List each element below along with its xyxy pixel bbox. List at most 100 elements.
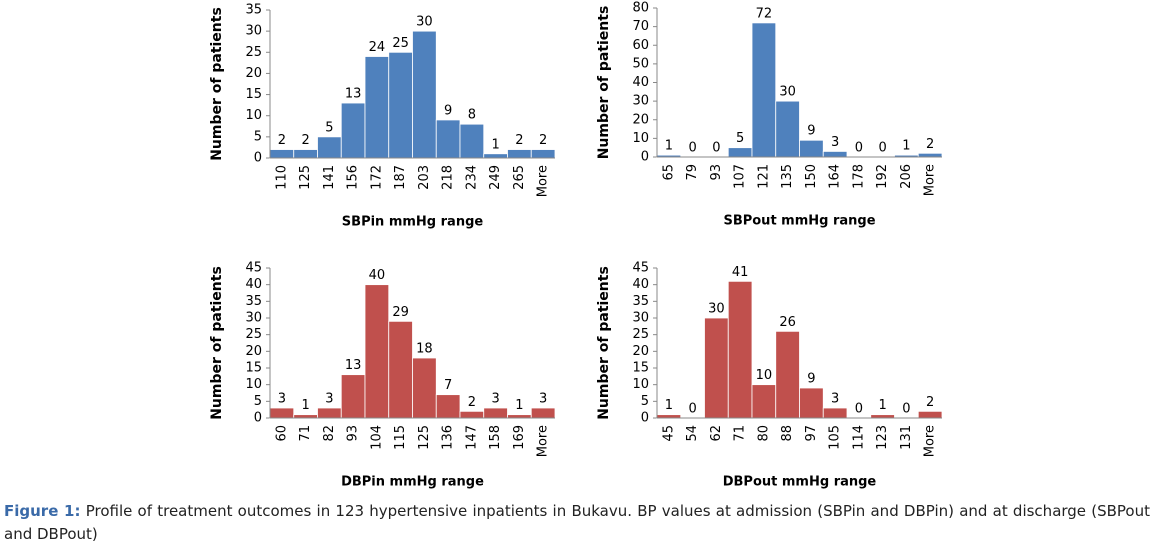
x-tick-label: 169 [512, 425, 527, 450]
x-tick-label: 136 [441, 425, 456, 450]
value-label: 18 [416, 342, 433, 357]
bar [530, 407, 556, 419]
bar [412, 30, 437, 159]
y-tick-label: 20 [245, 66, 262, 81]
x-tick-label: 141 [322, 165, 337, 190]
bar [293, 149, 318, 159]
x-tick-label: 218 [441, 165, 456, 190]
value-label: 26 [779, 315, 796, 330]
bar [340, 374, 366, 419]
y-tick-label: 30 [632, 94, 649, 109]
x-tick-label: 60 [274, 425, 289, 442]
value-label: 0 [878, 141, 886, 156]
value-label: 1 [665, 398, 673, 413]
y-axis-label: Number of patients [209, 7, 225, 161]
value-label: 0 [712, 141, 720, 156]
y-axis-label: Number of patients [209, 266, 225, 420]
y-tick-label: 5 [641, 394, 649, 409]
x-tick-label: 164 [828, 164, 843, 189]
y-tick-label: 60 [632, 38, 649, 53]
y-tick-label: 15 [245, 87, 262, 102]
bar [799, 139, 824, 158]
value-label: 3 [491, 392, 499, 407]
value-label: 2 [926, 395, 934, 410]
value-label: 9 [807, 124, 815, 139]
y-tick-label: 40 [632, 277, 649, 292]
value-label: 1 [902, 139, 910, 154]
bar [459, 123, 485, 159]
x-tick-label: 80 [756, 425, 771, 442]
x-tick-label: 82 [322, 425, 337, 442]
y-tick-label: 25 [245, 45, 262, 60]
value-label: 3 [831, 135, 839, 150]
x-tick-label: 54 [685, 425, 700, 442]
bar [269, 149, 295, 159]
y-tick-label: 15 [632, 361, 649, 376]
x-axis-label: DBPin mmHg range [341, 475, 484, 490]
bar [317, 407, 342, 419]
value-label: 13 [345, 87, 362, 102]
x-tick-label: 125 [298, 165, 313, 190]
bar [364, 56, 390, 159]
x-tick-label: 88 [780, 425, 795, 442]
x-tick-label: 178 [851, 164, 866, 189]
bar [822, 151, 848, 158]
x-tick-label: 104 [369, 425, 384, 450]
y-tick-label: 30 [245, 311, 262, 326]
value-label: 3 [831, 392, 839, 407]
x-tick-label: 121 [756, 164, 771, 189]
y-tick-label: 10 [632, 131, 649, 146]
value-label: 0 [688, 402, 696, 417]
x-tick-label: 192 [875, 164, 890, 189]
value-label: 9 [807, 372, 815, 387]
value-label: 2 [278, 133, 286, 148]
y-tick-label: 10 [245, 108, 262, 123]
x-tick-label: 187 [393, 165, 408, 190]
bar [412, 357, 437, 419]
y-tick-label: 0 [254, 411, 262, 426]
value-label: 5 [325, 120, 333, 135]
x-tick-label: 93 [346, 425, 361, 442]
x-tick-label: 156 [346, 165, 361, 190]
x-tick-label: 79 [685, 164, 700, 181]
value-label: 8 [468, 108, 476, 123]
y-axis-label: Number of patients [596, 266, 612, 420]
y-tick-label: 25 [632, 327, 649, 342]
value-label: 30 [416, 15, 433, 30]
x-tick-label: More [923, 425, 938, 457]
value-label: 0 [902, 402, 910, 417]
value-label: 9 [444, 103, 452, 118]
y-tick-label: 0 [254, 151, 262, 166]
caption-label: Figure 1: [4, 502, 81, 520]
y-tick-label: 20 [632, 112, 649, 127]
x-tick-label: 265 [512, 165, 527, 190]
bar [459, 410, 485, 419]
y-tick-label: 0 [641, 150, 649, 165]
y-tick-label: 10 [632, 377, 649, 392]
value-label: 24 [369, 40, 386, 55]
x-axis-label: SBPin mmHg range [342, 215, 484, 230]
bar [751, 22, 777, 158]
x-tick-label: 62 [709, 425, 724, 442]
x-tick-label: 114 [851, 425, 866, 450]
x-tick-label: 234 [464, 165, 479, 190]
x-tick-label: More [536, 165, 551, 197]
bar [727, 147, 753, 158]
y-tick-label: 35 [245, 3, 262, 18]
value-label: 1 [878, 398, 886, 413]
x-tick-label: 206 [899, 164, 914, 189]
bar [751, 384, 777, 419]
y-tick-label: 5 [254, 129, 262, 144]
value-label: 40 [369, 268, 386, 283]
y-tick-label: 30 [632, 311, 649, 326]
x-tick-label: 107 [733, 164, 748, 189]
bar [775, 100, 800, 158]
value-label: 13 [345, 358, 362, 373]
x-tick-label: 115 [393, 425, 408, 450]
value-label: 1 [515, 398, 523, 413]
value-label: 1 [301, 398, 309, 413]
value-label: 25 [392, 36, 409, 51]
x-tick-label: More [923, 164, 938, 196]
x-tick-label: 110 [274, 165, 289, 190]
